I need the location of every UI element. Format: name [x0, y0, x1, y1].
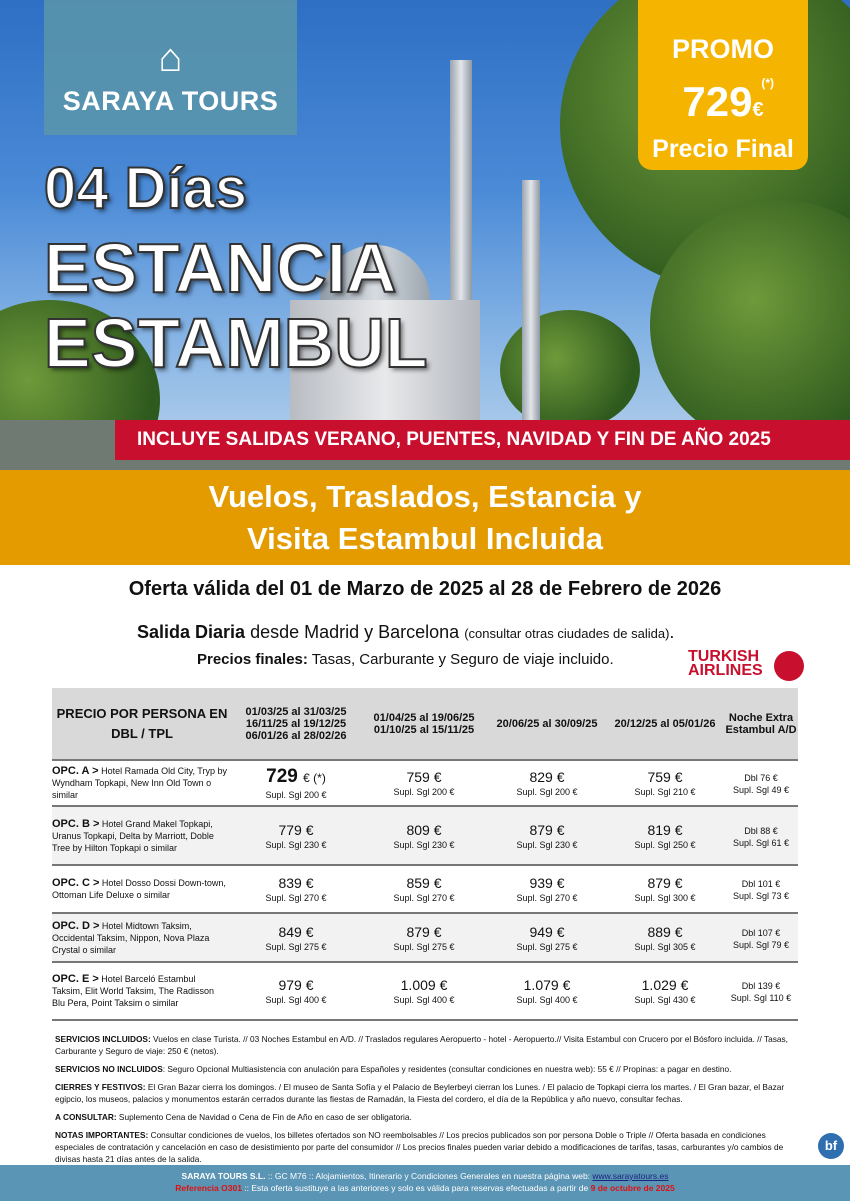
hotel-option: OPC. B > Hotel Grand Makel Topkapi, Uran…: [52, 806, 232, 866]
price-cell: 779 € Supl. Sgl 230 €: [232, 806, 360, 866]
hotel-option: OPC. A > Hotel Ramada Old City, Tryp by …: [52, 760, 232, 807]
promo-price: 729: [682, 78, 753, 125]
price-cell: 879 € Supl. Sgl 300 €: [606, 865, 724, 914]
table-row: OPC. C > Hotel Dosso Dossi Down-town, Ot…: [52, 865, 798, 914]
note-paragraph: CIERRES Y FESTIVOS: El Gran Bazar cierra…: [55, 1082, 785, 1104]
price-cell: 1.029 € Supl. Sgl 430 €: [606, 962, 724, 1021]
note-paragraph: A CONSULTAR: Suplemento Cena de Navidad …: [55, 1112, 412, 1122]
table-row: OPC. E > Hotel Barceló Estambul Taksim, …: [52, 962, 798, 1021]
saraya-tours-logo: ⌂ SARAYA TOURS: [44, 0, 297, 135]
departure-info: Salida Diaria desde Madrid y Barcelona (…: [137, 622, 675, 642]
table-row: OPC. B > Hotel Grand Makel Topkapi, Uran…: [52, 806, 798, 866]
column-header: 20/06/25 al 30/09/25: [488, 688, 606, 761]
hotel-option: OPC. D > Hotel Midtown Taksim, Occidenta…: [52, 913, 232, 963]
extra-night-cell: Dbl 107 € Supl. Sgl 79 €: [724, 913, 798, 963]
note-paragraph: SERVICIOS NO INCLUIDOS: Seguro Opcional …: [55, 1064, 732, 1074]
offer-validity: Oferta válida del 01 de Marzo de 2025 al…: [128, 578, 722, 600]
logo-mark-icon: ⌂: [158, 36, 183, 80]
price-cell: 1.079 € Supl. Sgl 400 €: [488, 962, 606, 1021]
note-paragraph: SERVICIOS INCLUIDOS: Vuelos en clase Tur…: [55, 1034, 788, 1056]
title-estambul: ESTAMBUL: [43, 303, 429, 383]
price-cell: 979 € Supl. Sgl 400 €: [232, 962, 360, 1021]
title-estancia: ESTANCIA: [43, 228, 398, 308]
price-cell: 1.009 € Supl. Sgl 400 €: [360, 962, 488, 1021]
table-row: OPC. D > Hotel Midtown Taksim, Occidenta…: [52, 913, 798, 963]
promo-badge: PROMO (*) 729€ Precio Final: [638, 0, 808, 170]
table-row: OPC. A > Hotel Ramada Old City, Tryp by …: [52, 760, 798, 807]
airline-emblem-icon: [774, 651, 804, 681]
column-header: PRECIO POR PERSONA EN DBL / TPL: [52, 688, 232, 761]
price-cell: 879 € Supl. Sgl 230 €: [488, 806, 606, 866]
column-header: Noche Extra Estambul A/D: [724, 688, 798, 761]
notes-section: SERVICIOS INCLUIDOS: Vuelos en clase Tur…: [55, 1033, 795, 1171]
services-band: Vuelos, Traslados, Estancia y Visita Est…: [0, 470, 850, 565]
turkish-airlines-logo: TURKISH AIRLINES: [688, 649, 804, 681]
price-cell: 859 € Supl. Sgl 270 €: [360, 865, 488, 914]
price-cell: 829 € Supl. Sgl 200 €: [488, 760, 606, 807]
column-header: 01/04/25 al 19/06/25 01/10/25 al 15/11/2…: [360, 688, 488, 761]
price-cell: 889 € Supl. Sgl 305 €: [606, 913, 724, 963]
final-prices-info: Precios finales: Tasas, Carburante y Seg…: [197, 651, 614, 668]
price-cell: 729 € (*) Supl. Sgl 200 €: [232, 760, 360, 807]
extra-night-cell: Dbl 88 € Supl. Sgl 61 €: [724, 806, 798, 866]
price-table: PRECIO POR PERSONA EN DBL / TPL 01/03/25 …: [52, 688, 798, 1021]
price-cell: 849 € Supl. Sgl 275 €: [232, 913, 360, 963]
extra-night-cell: Dbl 101 € Supl. Sgl 73 €: [724, 865, 798, 914]
extra-night-cell: Dbl 139 € Supl. Sgl 110 €: [724, 962, 798, 1021]
price-cell: 759 € Supl. Sgl 200 €: [360, 760, 488, 807]
column-header: 20/12/25 al 05/01/26: [606, 688, 724, 761]
price-cell: 809 € Supl. Sgl 230 €: [360, 806, 488, 866]
includes-banner: INCLUYE SALIDAS VERANO, PUENTES, NAVIDAD…: [115, 420, 850, 460]
footer: SARAYA TOURS S.L. :: GC M76 :: Alojamien…: [0, 1165, 850, 1201]
note-paragraph: NOTAS IMPORTANTES: Consultar condiciones…: [55, 1130, 784, 1164]
price-cell: 759 € Supl. Sgl 210 €: [606, 760, 724, 807]
price-cell: 939 € Supl. Sgl 270 €: [488, 865, 606, 914]
column-header: 01/03/25 al 31/03/25 16/11/25 al 19/12/2…: [232, 688, 360, 761]
price-cell: 819 € Supl. Sgl 250 €: [606, 806, 724, 866]
hotel-option: OPC. E > Hotel Barceló Estambul Taksim, …: [52, 962, 232, 1021]
bf-logo: bf: [818, 1133, 844, 1159]
price-cell: 879 € Supl. Sgl 275 €: [360, 913, 488, 963]
website-link[interactable]: www.sarayatours.es: [592, 1171, 669, 1181]
extra-night-cell: Dbl 76 € Supl. Sgl 49 €: [724, 760, 798, 807]
price-cell: 839 € Supl. Sgl 270 €: [232, 865, 360, 914]
hotel-option: OPC. C > Hotel Dosso Dossi Down-town, Ot…: [52, 865, 232, 914]
title-days: 04 Días: [43, 155, 248, 222]
price-cell: 949 € Supl. Sgl 275 €: [488, 913, 606, 963]
